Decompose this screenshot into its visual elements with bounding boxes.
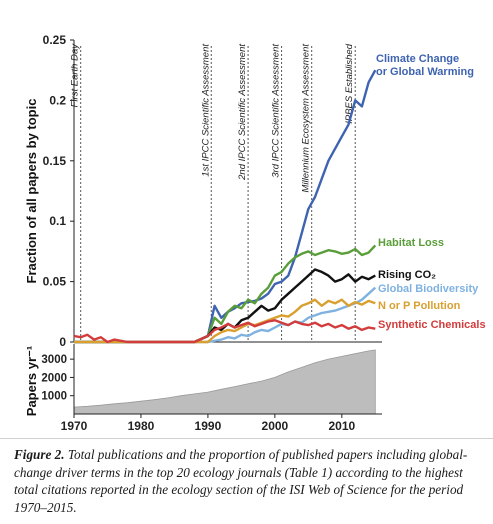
series-line bbox=[74, 244, 377, 344]
top-y-tick-label: 0.1 bbox=[49, 214, 66, 228]
bottom-x-tick-label: 1990 bbox=[195, 419, 222, 433]
series-line bbox=[73, 319, 376, 344]
bottom-x-tick-label: 2000 bbox=[262, 419, 289, 433]
top-y-tick-label: 0.25 bbox=[43, 33, 67, 47]
bottom-x-tick-label: 1980 bbox=[128, 419, 155, 433]
event-marker-label: 3rd IPCC Scientific Assessment bbox=[271, 44, 282, 178]
figure-caption: Figure 2. Total publications and the pro… bbox=[14, 446, 482, 516]
event-marker-label: 1st IPCC Scientific Assessment bbox=[200, 44, 211, 177]
series-label: N or P Pollution bbox=[378, 300, 461, 312]
series-label: Synthetic Chemicals bbox=[378, 319, 486, 331]
bottom-y-axis-label: Papers yr⁻¹ bbox=[24, 346, 39, 416]
event-marker-label: 2nd IPCC Scientific Assessment bbox=[237, 44, 248, 181]
series-label: Climate Change or Global Warming bbox=[376, 53, 474, 78]
series-label: Global Biodiversity bbox=[378, 283, 479, 295]
event-marker-label: IPBES Established bbox=[344, 43, 355, 123]
top-y-tick-label: 0 bbox=[59, 335, 66, 349]
bottom-y-tick-label: 2000 bbox=[41, 372, 67, 384]
chart: 0 0.05 0.1 0.15 0.2 0.25 Fraction of all paper… bbox=[24, 33, 486, 433]
event-marker-label: Millennium Ecosystem Assessment bbox=[301, 44, 312, 193]
series-label: Rising CO₂ bbox=[378, 269, 436, 281]
papers-area bbox=[73, 349, 376, 415]
top-panel: 0 0.05 0.1 0.15 0.2 0.25 Fraction of all paper… bbox=[24, 33, 486, 349]
bottom-x-tick-label: 1970 bbox=[61, 419, 88, 433]
top-y-tick-label: 0.2 bbox=[49, 93, 66, 107]
event-marker-label: First Earth Day bbox=[70, 43, 81, 108]
series-line bbox=[74, 298, 376, 344]
caption-text: Total publications and the proportion of… bbox=[14, 447, 468, 515]
top-y-tick-label: 0.05 bbox=[43, 275, 67, 289]
caption-label: Figure 2. bbox=[14, 447, 65, 462]
series-line bbox=[74, 69, 377, 344]
caption-divider bbox=[0, 438, 493, 439]
bottom-panel: 1000 2000 3000 1970 1980 1990 2000 2010 Papers y… bbox=[24, 344, 382, 433]
top-y-axis-label: Fraction of all papers by topic bbox=[24, 99, 39, 284]
bottom-x-tick-label: 2010 bbox=[328, 419, 355, 433]
bottom-y-tick-label: 3000 bbox=[41, 354, 67, 366]
bottom-y-tick-label: 1000 bbox=[41, 391, 67, 403]
series-label: Habitat Loss bbox=[378, 237, 444, 249]
top-y-tick-label: 0.15 bbox=[43, 154, 67, 168]
